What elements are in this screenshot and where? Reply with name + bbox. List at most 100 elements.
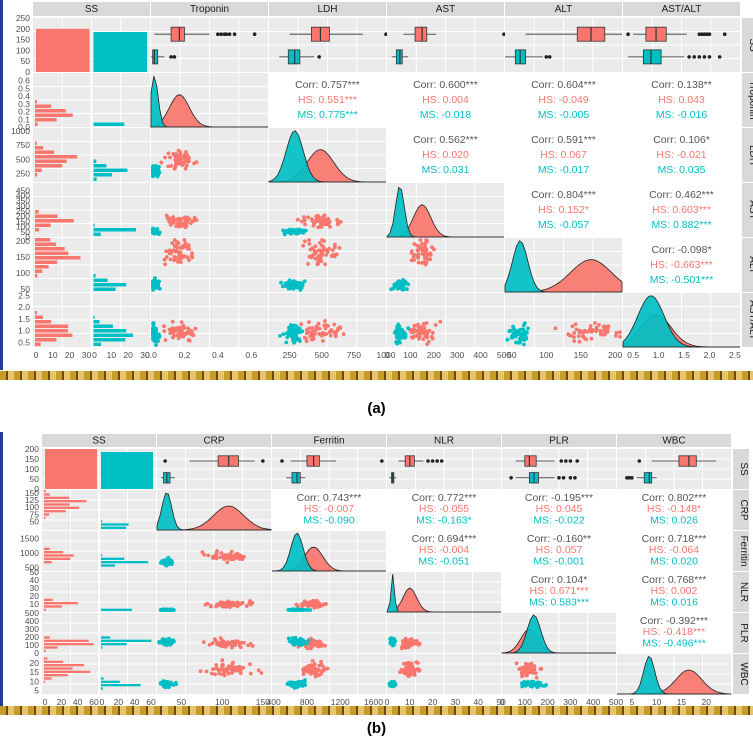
x-tick-label: 150 [574,350,588,360]
corr-HS: HS: 0.057 [536,544,583,556]
scatter-point-HS [300,602,304,606]
scatter-point-MS [279,280,283,285]
x-tick-label: 15 [677,697,687,707]
histogram-bar-HS [44,664,84,667]
histogram-bar-HS [35,247,65,251]
scatter-point-HS [597,323,601,327]
boxplot-outlier [439,459,444,463]
scatter-point-HS [236,639,240,644]
scatter-point-HS [167,251,172,256]
corr-MS: MS: -0.016 [656,109,708,121]
histogram-bar-MS [101,557,125,560]
scatter-point-HS [189,221,193,226]
caption-b: (b) [366,720,387,737]
scatter-point-MS [151,327,155,332]
x-tick-label: 30 [140,350,150,360]
scatter-point-HS [414,329,419,334]
corr-MS: MS: -0.057 [538,219,590,231]
histogram-bar-HS [44,680,46,683]
scatter-point-MS [509,335,514,340]
corr-HS: HS: 0.002 [651,585,698,597]
histogram-bar-HS [35,228,40,232]
row-strip-label: Troponin [747,80,753,119]
scatter-point-HS [438,319,443,324]
scatter-point-MS [151,321,156,325]
histogram-bar-HS [44,500,87,503]
scatter-point-MS [151,332,155,337]
corr-MS: MS: 0.775*** [297,109,357,121]
boxplot-outlier [625,476,629,480]
corr-MS: MS: -0.018 [420,109,472,121]
scatter-point-HS [310,254,315,259]
histogram-bar-HS [35,269,43,273]
density-MS [617,655,731,695]
scatter-point-HS [183,220,188,225]
scatter-point-HS [428,257,433,261]
x-tick-label: 1.5 [678,350,690,360]
scatter-point-HS [168,219,173,224]
scatter-point-HS [209,671,214,676]
scatter-point-MS [286,636,291,641]
scatter-point-HS [311,600,316,605]
corr-overall: Corr: 0.104* [531,574,588,586]
scatter-point-HS [416,248,421,253]
corr-MS: MS: -0.022 [533,514,585,526]
histogram-bar-MS [93,173,112,177]
column-strip-label: Troponin [190,4,229,15]
scatter-point-HS [163,155,168,160]
y-tick-label: 200 [25,632,39,642]
histogram-bar-MS [93,333,134,337]
density-MS [504,240,622,293]
corr-MS: MS: 0.882*** [651,219,711,231]
scatter-point-HS [326,222,331,227]
scatter-point-MS [286,329,291,334]
y-tick-label: 75 [30,509,40,519]
scatter-point-HS [184,150,188,154]
scatter-point-HS [324,323,328,327]
x-tick-label: 10 [652,697,662,707]
scatter-point-HS [319,662,324,667]
histogram-bar-MS [93,159,97,163]
corr-HS: HS: 0.551*** [298,94,357,106]
scatter-point-HS [248,671,253,676]
scatter-point-HS [572,339,577,343]
y-tick-label: 125 [25,495,39,505]
histogram-bar-HS [35,113,73,117]
scatter-point-HS [259,671,264,675]
scatter-point-HS [208,603,213,608]
histogram-bar-HS [35,256,81,260]
scatter-point-MS [305,608,309,612]
histogram-bar-HS [44,677,52,680]
column-strip-label: AST/ALT [662,4,702,15]
histogram-bar-HS [44,557,71,560]
y-tick-label: 500 [25,608,39,618]
scatter-point-HS [211,667,215,671]
corr-overall: Corr: 0.138** [651,79,712,91]
scatter-point-HS [176,336,181,341]
scatter-point-HS [176,148,181,153]
scatter-point-HS [184,163,189,168]
histogram-bar-HS [44,516,46,519]
scatter-point-HS [217,671,222,676]
scatter-point-HS [220,602,225,607]
scatter-point-MS [295,608,299,612]
scatter-point-MS [308,608,313,612]
scatter-point-HS [420,261,424,265]
scatter-point-MS [517,337,522,341]
scatter-point-HS [418,332,423,336]
scatter-point-MS [151,164,155,169]
scatter-point-HS [167,248,172,253]
scatter-point-HS [230,645,234,650]
scatter-point-HS [247,601,252,606]
scatter-point-HS [308,334,312,339]
scatter-point-HS [413,640,418,645]
x-tick-label: 20 [57,697,67,707]
scatter-point-HS [295,603,300,608]
corr-overall: Corr: 0.804*** [531,189,596,201]
histogram-bar-HS [44,660,64,663]
y-tick-label: 500 [25,562,39,572]
scatter-point-HS [416,252,421,256]
panel-background [617,613,731,653]
scatter-point-HS [174,217,179,222]
scatter-point-HS [166,151,171,156]
